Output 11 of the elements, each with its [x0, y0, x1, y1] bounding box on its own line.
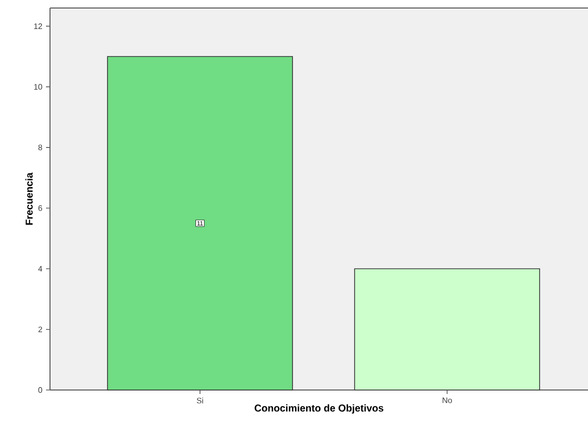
x-tick-label: Si: [196, 398, 204, 404]
y-tick-label: 10: [34, 84, 42, 90]
x-tick-label: No: [442, 398, 452, 404]
y-tick-label: 0: [38, 387, 42, 393]
x-axis-title: Conocimiento de Objetivos: [254, 404, 384, 414]
y-tick-label: 2: [38, 326, 42, 332]
y-tick-label: 6: [38, 205, 42, 211]
y-tick-label: 12: [34, 23, 42, 29]
y-tick-label: 8: [38, 144, 42, 150]
y-tick-label: 4: [38, 266, 42, 272]
y-axis-title: Frecuencia: [25, 172, 33, 225]
